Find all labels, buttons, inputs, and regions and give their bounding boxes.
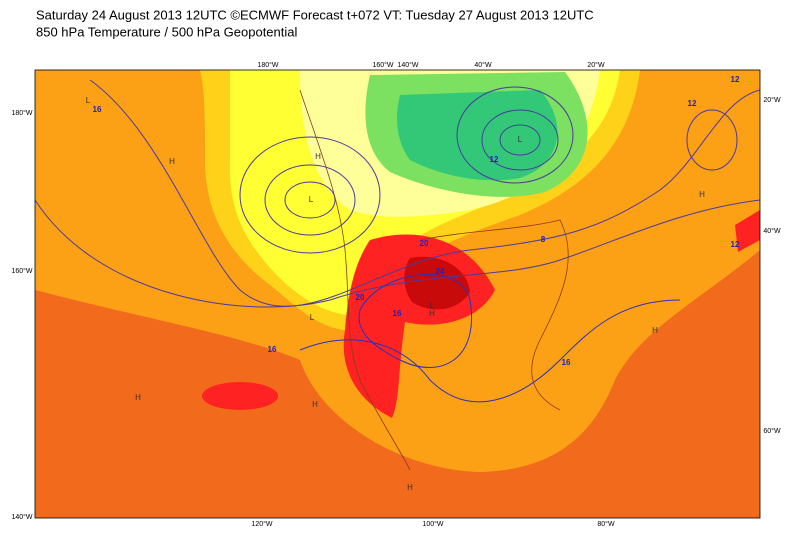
coordinate-label: 120°W bbox=[251, 520, 272, 528]
contour-label: 16 bbox=[268, 345, 277, 354]
pressure-center: L bbox=[430, 301, 435, 310]
subtitle: 850 hPa Temperature / 500 hPa Geopotenti… bbox=[36, 24, 298, 39]
map-frame bbox=[34, 69, 761, 519]
pressure-center: L bbox=[309, 195, 314, 204]
pressure-center: H bbox=[135, 393, 141, 402]
coordinate-label: 40°W bbox=[763, 227, 781, 235]
contour-label: 12 bbox=[731, 240, 740, 249]
pressure-center: H bbox=[315, 152, 321, 161]
contour-label: 16 bbox=[393, 309, 402, 318]
contour-label: 16 bbox=[93, 105, 102, 114]
pressure-center: L bbox=[518, 135, 523, 144]
contour-label: 16 bbox=[562, 358, 571, 367]
contour-label: 20 bbox=[356, 293, 365, 302]
pressure-center: H bbox=[699, 190, 705, 199]
coordinate-label: 160°W bbox=[372, 61, 393, 69]
coordinate-label: 100°W bbox=[422, 520, 443, 528]
coordinate-label: 180°W bbox=[257, 61, 278, 69]
contour-label: 12 bbox=[688, 99, 697, 108]
contour-label: 24 bbox=[436, 267, 445, 276]
pressure-center: H bbox=[652, 326, 658, 335]
title: Saturday 24 August 2013 12UTC ©ECMWF For… bbox=[36, 7, 594, 22]
contour-label: 12 bbox=[490, 155, 499, 164]
coordinate-label: 160°W bbox=[11, 267, 32, 275]
contour-label: 8 bbox=[541, 235, 546, 244]
coordinate-label: 20°W bbox=[763, 96, 781, 104]
coordinate-label: 40°W bbox=[474, 61, 492, 69]
pressure-center: L bbox=[86, 96, 91, 105]
pressure-center: H bbox=[169, 157, 175, 166]
coordinate-label: 140°W bbox=[11, 513, 32, 521]
pressure-center: H bbox=[407, 483, 413, 492]
pressure-center: H bbox=[312, 400, 318, 409]
coordinate-label: 140°W bbox=[397, 61, 418, 69]
contour-label: 12 bbox=[731, 75, 740, 84]
coordinate-label: 60°W bbox=[763, 427, 781, 435]
contour-label: 20 bbox=[420, 239, 429, 248]
coordinate-label: 20°W bbox=[587, 61, 605, 69]
pressure-center: H bbox=[429, 309, 435, 318]
map bbox=[35, 70, 760, 518]
coordinate-label: 180°W bbox=[11, 109, 32, 117]
coordinate-label: 80°W bbox=[597, 520, 615, 528]
pressure-center: L bbox=[310, 313, 315, 322]
